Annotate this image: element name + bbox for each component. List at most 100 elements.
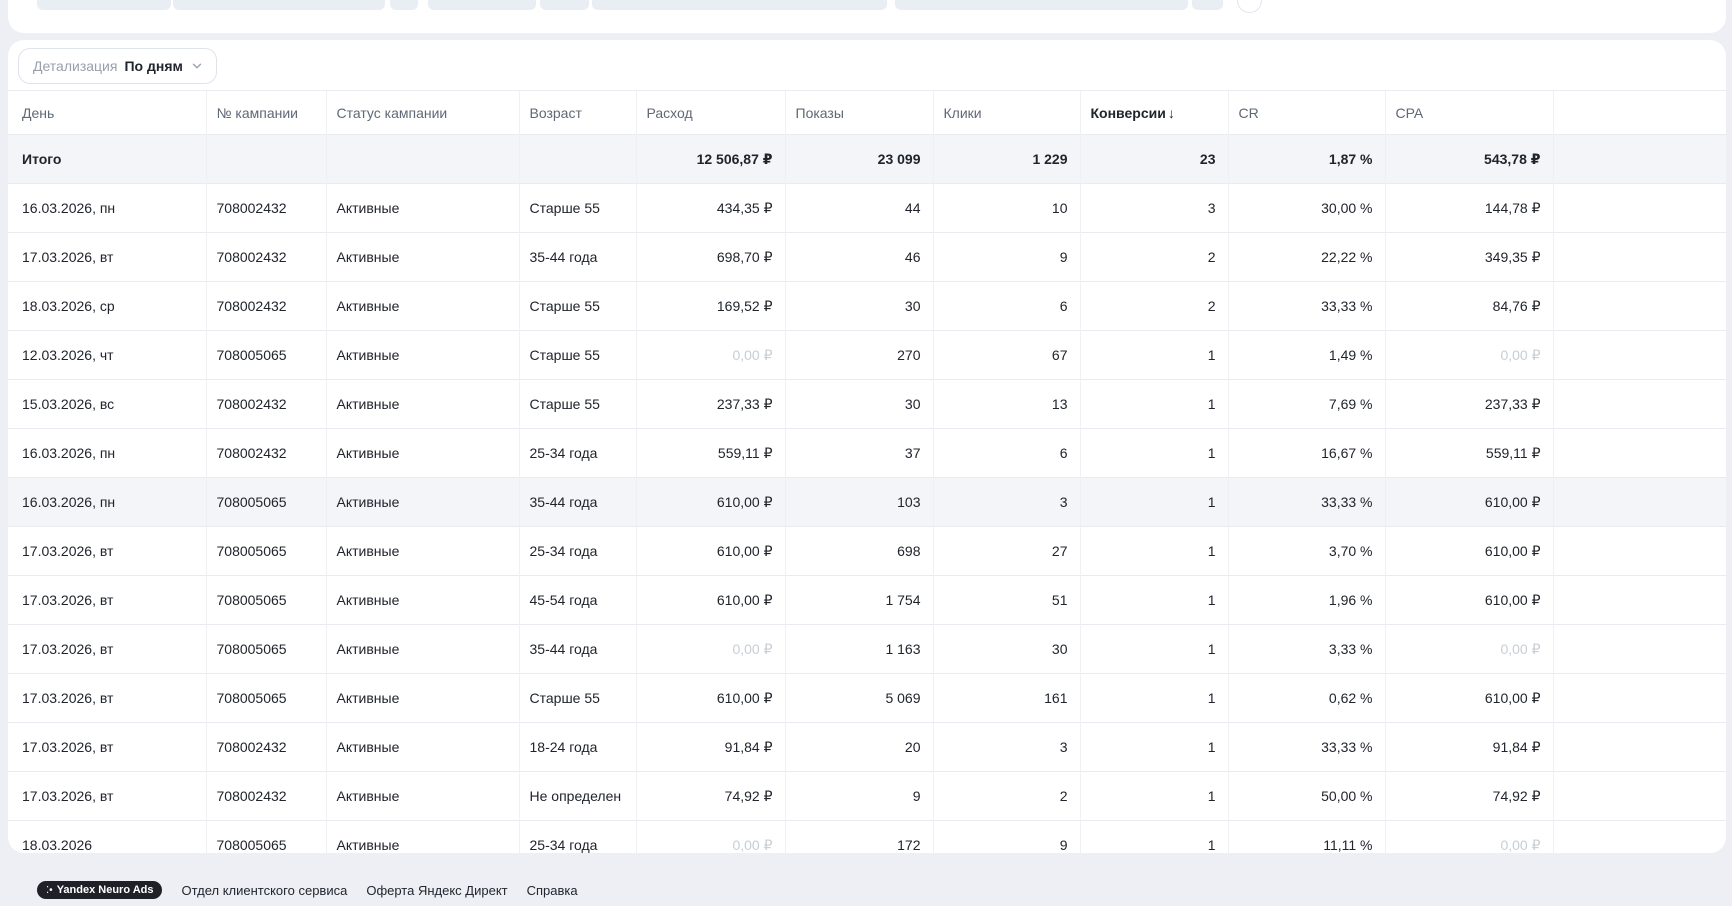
column-header-cr[interactable]: CR — [1228, 90, 1386, 135]
detail-dropdown[interactable]: Детализация По дням — [18, 48, 217, 84]
table-row-cell-age: Старше 55 — [519, 379, 637, 429]
table-row-cell-campaign: 708002432 — [206, 281, 327, 331]
table-row-cell-clicks: 6 — [933, 281, 1081, 331]
column-header-day[interactable]: День — [8, 90, 207, 135]
filter-chip[interactable] — [592, 0, 887, 10]
table-row-cell-spend: 169,52 ₽ — [636, 281, 786, 331]
table-row-cell-age: 25-34 года — [519, 820, 637, 853]
table-row-cell-campaign: 708002432 — [206, 771, 327, 821]
table-row-cell-age: 45-54 года — [519, 575, 637, 625]
column-header-age[interactable]: Возраст — [519, 90, 637, 135]
table-row-cell-conversions: 1 — [1080, 673, 1229, 723]
table-row[interactable]: 17.03.2026, вт 708005065 Активные Старше 55… — [8, 673, 1726, 723]
table-row-cell-status: Активные — [326, 428, 520, 478]
table-row-cell-spend: 0,00 ₽ — [636, 624, 786, 674]
table-row-cell-status: Активные — [326, 771, 520, 821]
cell-filler — [1553, 575, 1726, 625]
table-row[interactable]: 18.03.2026 708005065 Активные 25-34 года 0,0… — [8, 820, 1726, 853]
table-row-cell-status: Активные — [326, 624, 520, 674]
column-header-status[interactable]: Статус кампании — [326, 90, 520, 135]
toolbar: Детализация По дням — [8, 40, 1726, 90]
table-row[interactable]: 17.03.2026, вт 708005065 Активные 25-34 год… — [8, 526, 1726, 576]
table-row-cell-day: 16.03.2026, пн — [8, 183, 207, 233]
table-row-cell-day: 18.03.2026 — [8, 820, 207, 853]
footer: ⁚• Yandex Neuro Ads Отдел клиентского се… — [37, 879, 578, 901]
table-row[interactable]: 17.03.2026, вт 708005065 Активные 45-54 год… — [8, 575, 1726, 625]
cell-filler — [1553, 771, 1726, 821]
table-row-cell-cr: 33,33 % — [1228, 722, 1386, 772]
filter-chip[interactable] — [1192, 0, 1223, 10]
table-row-cell-cr: 3,33 % — [1228, 624, 1386, 674]
table-row-cell-day: 18.03.2026, ср — [8, 281, 207, 331]
table-row-cell-campaign: 708005065 — [206, 477, 327, 527]
table-row-cell-impressions: 30 — [785, 379, 934, 429]
table-row-cell-day: 17.03.2026, вт — [8, 575, 207, 625]
table-row[interactable]: 17.03.2026, вт 708002432 Активные 35-44 год… — [8, 232, 1726, 282]
table-row-cell-age: 35-44 года — [519, 232, 637, 282]
table-row-cell-clicks: 6 — [933, 428, 1081, 478]
table-row-cell-spend: 91,84 ₽ — [636, 722, 786, 772]
table-row-cell-conversions: 1 — [1080, 330, 1229, 380]
filter-chip[interactable] — [895, 0, 1188, 10]
table-row-cell-campaign: 708005065 — [206, 330, 327, 380]
table-row-cell-cpa: 610,00 ₽ — [1385, 526, 1554, 576]
column-header-spend[interactable]: Расход — [636, 90, 786, 135]
cell-filler — [1553, 673, 1726, 723]
table-row-cell-status: Активные — [326, 820, 520, 853]
table-row-cell-cr: 33,33 % — [1228, 477, 1386, 527]
table-row-cell-status: Активные — [326, 722, 520, 772]
table-row-cell-cpa: 349,35 ₽ — [1385, 232, 1554, 282]
table-row[interactable]: 12.03.2026, чт 708005065 Активные Старше 55… — [8, 330, 1726, 380]
table-row-cell-day: 17.03.2026, вт — [8, 526, 207, 576]
table-row-cell-clicks: 10 — [933, 183, 1081, 233]
table-row-cell-status: Активные — [326, 281, 520, 331]
table-row-cell-campaign: 708005065 — [206, 575, 327, 625]
totals-row[interactable]: Итого 12 506,87 ₽23 099 1 229 23 1,87 % 543,7… — [8, 134, 1726, 184]
column-header-label: CR — [1238, 104, 1259, 121]
footer-link-help[interactable]: Справка — [526, 882, 578, 898]
cell-filler — [1553, 428, 1726, 478]
table-row-cell-campaign: 708005065 — [206, 624, 327, 674]
column-header-clicks[interactable]: Клики — [933, 90, 1081, 135]
footer-link-offer[interactable]: Оферта Яндекс Директ — [366, 882, 508, 898]
cell-filler — [1553, 526, 1726, 576]
table-row[interactable]: 17.03.2026, вт 708002432 Активные Не опреде… — [8, 771, 1726, 821]
table-row-cell-cr: 11,11 % — [1228, 820, 1386, 853]
filter-chip[interactable] — [37, 0, 171, 10]
table-row-cell-age: Старше 55 — [519, 673, 637, 723]
table-row[interactable]: 16.03.2026, пн 708002432 Активные 25-34 год… — [8, 428, 1726, 478]
table-row-cell-cpa: 610,00 ₽ — [1385, 477, 1554, 527]
table-row[interactable]: 17.03.2026, вт 708002432 Активные 18-24 год… — [8, 722, 1726, 772]
filter-chip[interactable] — [390, 0, 418, 10]
totals-row-cell-cpa: 543,78 ₽ — [1385, 134, 1554, 184]
table-row-cell-age: Старше 55 — [519, 330, 637, 380]
table-row-cell-conversions: 1 — [1080, 379, 1229, 429]
table-row[interactable]: 15.03.2026, вс 708002432 Активные Старше 55… — [8, 379, 1726, 429]
table-row-cell-impressions: 44 — [785, 183, 934, 233]
totals-row-cell-cr: 1,87 % — [1228, 134, 1386, 184]
table-row[interactable]: 18.03.2026, ср 708002432 Активные Старше 55… — [8, 281, 1726, 331]
column-header-impressions[interactable]: Показы — [785, 90, 934, 135]
table-row-cell-conversions: 1 — [1080, 722, 1229, 772]
neuro-ads-badge[interactable]: ⁚• Yandex Neuro Ads — [37, 881, 163, 899]
cell-filler — [1553, 134, 1726, 184]
filter-chip[interactable] — [428, 0, 536, 10]
table-row-cell-impressions: 1 754 — [785, 575, 934, 625]
table-row-cell-cpa: 237,33 ₽ — [1385, 379, 1554, 429]
table-row[interactable]: 17.03.2026, вт 708005065 Активные 35-44 год… — [8, 624, 1726, 674]
filter-chip[interactable] — [173, 0, 385, 10]
column-header-campaign[interactable]: № кампании — [206, 90, 327, 135]
table-row-cell-clicks: 9 — [933, 232, 1081, 282]
cell-filler — [1553, 281, 1726, 331]
table-row-cell-spend: 610,00 ₽ — [636, 477, 786, 527]
table-row-cell-cpa: 0,00 ₽ — [1385, 820, 1554, 853]
footer-link-client-service[interactable]: Отдел клиентского сервиса — [181, 882, 348, 898]
table-row[interactable]: 16.03.2026, пн 708002432 Активные Старше 55… — [8, 183, 1726, 233]
table-row[interactable]: 16.03.2026, пн 708005065 Активные 35-44 год… — [8, 477, 1726, 527]
table-row-cell-clicks: 161 — [933, 673, 1081, 723]
column-header-label: Конверсии — [1090, 104, 1166, 121]
filter-chip[interactable] — [540, 0, 589, 10]
table-row-cell-cr: 50,00 % — [1228, 771, 1386, 821]
column-header-cpa[interactable]: CPA — [1385, 90, 1554, 135]
column-header-conversions[interactable]: Конверсии ↓ — [1080, 90, 1229, 135]
